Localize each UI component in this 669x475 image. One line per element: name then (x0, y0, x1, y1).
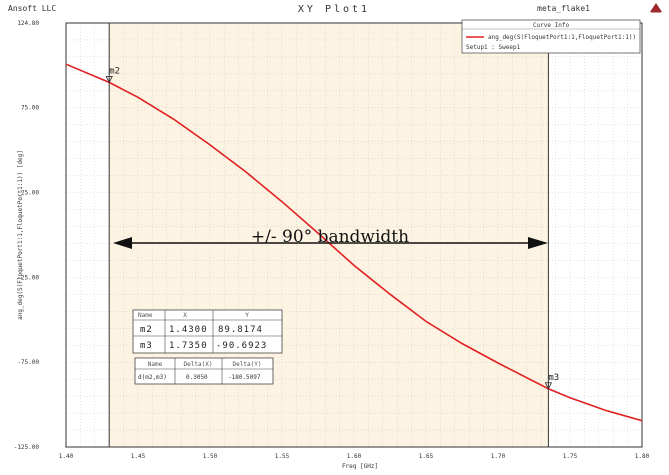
y-tick-label: 124.80 (17, 20, 39, 27)
marker-table-header-name: Name (138, 312, 153, 319)
right-arrowhead (528, 237, 548, 249)
x-tick-label: 1.60 (347, 453, 362, 460)
x-tick-label: 1.65 (419, 453, 434, 460)
band-edges (108, 23, 549, 447)
plot-title: XY Plot1 (298, 4, 370, 15)
x-axis-label: Freq [GHz] (342, 463, 378, 470)
delta-table-header-dy: Delta(Y) (233, 361, 262, 368)
y-tick-label: 25.00 (21, 189, 39, 196)
bandwidth-annotation: +/- 90° bandwidth (251, 227, 409, 247)
x-tick-label: 1.50 (203, 453, 218, 460)
curve-info-legend: Curve Info ang_deg(S(FloquetPort1:1,Floq… (461, 19, 641, 54)
x-tick-label: 1.45 (131, 453, 146, 460)
y-tick-label: -75.00 (17, 359, 39, 366)
ansoft-logo-icon (650, 3, 662, 13)
delta-row-dy: -180.5097 (228, 374, 261, 381)
design-name: meta_flake1 (537, 4, 590, 13)
y-tick-label: 75.00 (21, 105, 39, 112)
series-line (65, 63, 643, 422)
x-tick-label: 1.70 (491, 453, 506, 460)
curve-info-heading: Curve Info (533, 22, 570, 29)
plot-frame (65, 22, 643, 448)
marker-row-y: -90.6923 (216, 341, 267, 351)
delta-table-header-dx: Delta(X) (184, 361, 213, 368)
x-tick-label: 1.80 (635, 453, 650, 460)
marker-row-name: m3 (140, 341, 153, 351)
delta-table-header-name: Name (148, 361, 163, 368)
marker-table: Name X Y m2 1.4300 89.8174 m3 1.7350 -90… (132, 309, 283, 354)
x-tick-label: 1.40 (59, 453, 74, 460)
y-tick-label: -25.00 (17, 274, 39, 281)
y-axis-ticks: 124.80 75.00 25.00 -25.00 -75.00 -125.00 (14, 20, 40, 451)
y-tick-label: -125.00 (14, 444, 40, 451)
legend-setup: Setup1 : Sweep1 (466, 44, 521, 51)
marker-row-x: 1.4300 (169, 325, 208, 335)
marker-row-x: 1.7350 (169, 341, 208, 351)
grid (66, 23, 642, 447)
x-tick-label: 1.75 (563, 453, 578, 460)
marker-label: m2 (109, 66, 120, 76)
company-label: Ansoft LLC (8, 4, 56, 13)
bandwidth-arrow (113, 237, 548, 249)
delta-row-name: d(m2,m3) (138, 374, 167, 381)
delta-row-dx: 0.3050 (186, 374, 208, 381)
marker-table-header-y: Y (245, 312, 249, 319)
delta-table: Name Delta(X) Delta(Y) d(m2,m3) 0.3050 -… (134, 357, 274, 385)
x-tick-label: 1.55 (275, 453, 290, 460)
legend-expression: ang_deg(S(FloquetPort1:1,FloquetPort1:1)… (488, 34, 636, 41)
marker-row-name: m2 (140, 325, 153, 335)
left-arrowhead (113, 237, 132, 249)
marker-label: m3 (548, 373, 559, 383)
marker-m2 (105, 75, 113, 84)
marker-table-header-x: X (183, 312, 187, 319)
marker-m3 (544, 382, 553, 390)
y-axis-label: ang_deg(S(FloquetPort1:1,FloquetPort1:1)… (17, 150, 24, 320)
x-axis-ticks: 1.40 1.45 1.50 1.55 1.60 1.65 1.70 1.75 1.80 (59, 453, 650, 460)
markers: m2 m3 (105, 66, 559, 390)
marker-row-y: 89.8174 (218, 325, 263, 335)
